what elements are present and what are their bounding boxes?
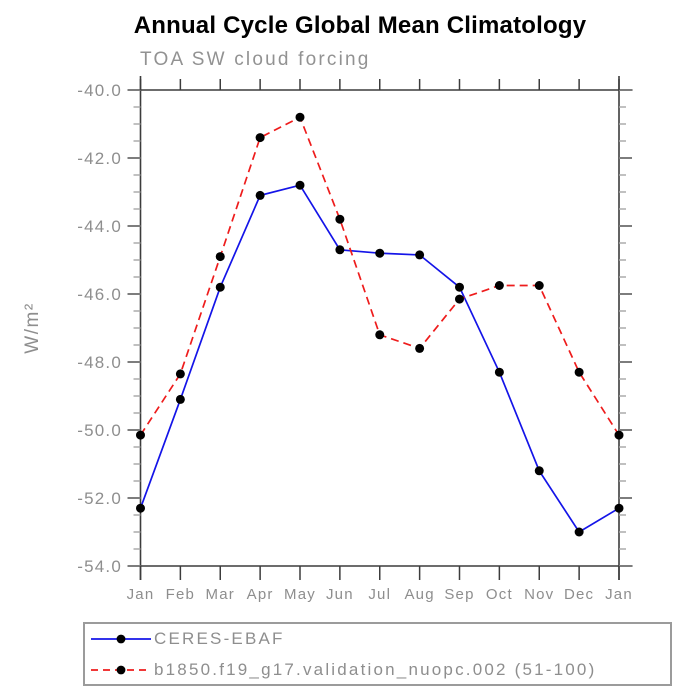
data-point-1	[255, 133, 265, 143]
data-point-0	[415, 250, 425, 260]
x-tick-label: Dec	[564, 586, 594, 603]
data-point-0	[295, 180, 305, 190]
x-tick-label: Jan	[605, 586, 633, 603]
y-tick-label: -50.0	[77, 421, 122, 440]
data-point-0	[175, 394, 185, 404]
data-point-1	[494, 281, 504, 290]
y-tick-label: -48.0	[77, 353, 122, 372]
y-tick-label: -52.0	[77, 489, 122, 508]
x-tick-label: Jul	[368, 586, 391, 603]
data-point-0	[255, 190, 265, 200]
x-tick-label: Apr	[247, 586, 274, 603]
y-tick-label: -40.0	[77, 81, 122, 100]
data-point-0	[455, 282, 464, 292]
legend-item-ceres-ebaf: CERES-EBAF	[90, 624, 670, 653]
data-point-1	[375, 330, 385, 340]
chart-subtitle: TOA SW cloud forcing	[140, 49, 371, 70]
data-point-1	[295, 112, 305, 122]
data-point-1	[614, 430, 624, 440]
legend-line-marker-dashed	[91, 665, 151, 674]
data-point-1	[455, 294, 464, 304]
x-tick-label: Sep	[444, 586, 474, 603]
data-point-1	[215, 252, 225, 262]
data-point-1	[335, 214, 345, 224]
data-point-1	[534, 281, 544, 290]
legend: CERES-EBAF b1850.f19_g17.validation_nuop…	[83, 622, 672, 686]
chart-title: Annual Cycle Global Mean Climatology	[133, 12, 587, 39]
x-tick-label: Jun	[326, 586, 354, 603]
data-point-1	[136, 430, 145, 440]
x-tick-label: Mar	[206, 586, 235, 603]
data-point-1	[175, 369, 185, 379]
legend-label: CERES-EBAF	[154, 628, 285, 648]
data-point-1	[574, 367, 584, 377]
legend-item-b1850: b1850.f19_g17.validation_nuopc.002 (51-1…	[90, 655, 670, 684]
data-point-0	[215, 282, 225, 292]
y-tick-label: -42.0	[77, 149, 122, 168]
y-axis-label: W/m²	[22, 302, 43, 353]
data-point-0	[494, 367, 504, 377]
data-point-0	[335, 245, 345, 255]
legend-label: b1850.f19_g17.validation_nuopc.002 (51-1…	[154, 659, 597, 679]
y-tick-label: -54.0	[77, 557, 122, 576]
x-tick-label: Aug	[404, 586, 434, 603]
series-line-0	[139, 184, 620, 534]
x-tick-label: May	[284, 586, 316, 603]
legend-line-marker-solid	[91, 634, 151, 643]
data-point-0	[534, 466, 544, 476]
x-tick-label: Nov	[524, 586, 554, 603]
data-point-1	[415, 343, 425, 353]
plot-area: -40.0 -42.0 -44.0 -46.0 -48.0 -50.0 -52.0 -54.0…	[22, 76, 633, 603]
y-tick-label: -44.0	[77, 217, 122, 236]
data-point-0	[574, 527, 584, 537]
data-point-0	[136, 503, 145, 513]
y-tick-label: -46.0	[77, 285, 122, 304]
series-line-1	[139, 116, 620, 436]
x-tick-label: Jan	[127, 586, 155, 603]
x-tick-label: Oct	[486, 586, 513, 603]
x-tick-label: Feb	[166, 586, 195, 603]
data-point-0	[614, 503, 624, 513]
data-point-0	[375, 248, 385, 258]
